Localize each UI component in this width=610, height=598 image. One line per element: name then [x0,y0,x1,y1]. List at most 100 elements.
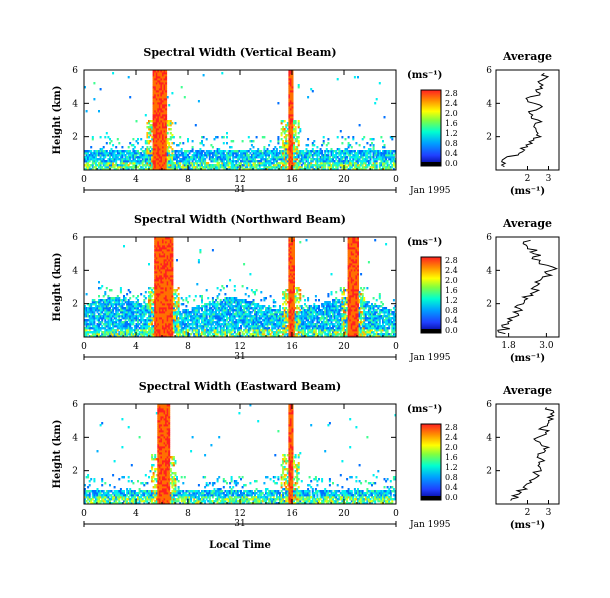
heatmap-cell [107,327,110,330]
heatmap-cell [171,301,174,304]
y-tick-label: 4 [72,99,78,109]
heatmap-cell [361,152,364,155]
heatmap-cell [163,311,166,314]
heatmap-cell [350,166,353,169]
heatmap-cell [109,164,111,167]
heatmap-cell [246,154,249,157]
heatmap-cell [386,162,389,165]
heatmap-cell [115,335,118,338]
heatmap-cell [247,321,250,324]
heatmap-cell [94,315,97,318]
heatmap-cell [174,331,177,334]
heatmap-cell [149,319,152,322]
heatmap-cell [157,315,160,318]
heatmap-cell [382,166,384,169]
heatmap-cell [350,162,353,165]
heatmap-cell [137,160,139,163]
heatmap-cell [226,158,228,161]
heatmap-cell [297,142,300,145]
heatmap-cell [222,152,225,155]
heatmap-cell [165,142,168,145]
heatmap-cell [272,162,275,165]
heatmap-cell [144,158,147,161]
heatmap-cell [158,96,161,99]
heatmap-cell [357,154,359,157]
heatmap-cell [355,158,358,161]
heatmap-cell [314,162,317,165]
heatmap-cell [211,299,214,302]
heatmap-cell [263,329,266,332]
heatmap-cell [158,257,161,260]
heatmap-cell [169,122,172,125]
heatmap-cell [180,329,183,332]
heatmap-cell [279,166,281,169]
heatmap-cell [165,146,168,149]
heatmap-cell [318,150,320,153]
heatmap-cell [255,160,258,163]
heatmap-cell [363,154,366,157]
heatmap-cell [230,140,233,143]
heatmap-cell [163,138,166,141]
heatmap-cell [113,325,116,328]
heatmap-cell [208,321,211,324]
heatmap-cell [204,311,207,314]
heatmap-cell [249,319,252,322]
heatmap-cell [104,150,107,153]
heatmap-cell [155,90,158,93]
heatmap-cell [115,162,118,165]
heatmap-cell [265,150,267,153]
heatmap-cell [94,305,97,308]
heatmap-cell [155,259,158,262]
heatmap-cell [160,257,163,260]
heatmap-cell [137,303,139,306]
heatmap-cell [151,138,154,141]
heatmap-cell [152,98,155,101]
heatmap-cell [349,154,352,157]
heatmap-cell [286,128,289,131]
heatmap-cell [250,150,253,153]
heatmap-cell [260,335,263,338]
heatmap-cell [116,325,119,328]
heatmap-cell [341,152,344,155]
heatmap-cell [155,283,158,286]
colorbar-tick-label: 2.8 [445,89,458,98]
heatmap-cell [123,162,125,165]
heatmap-cell [367,150,370,153]
heatmap-cell [129,297,132,300]
heatmap-cell [291,84,294,87]
heatmap-cell [236,321,239,324]
heatmap-cell [293,152,295,155]
heatmap-cell [211,156,214,159]
heatmap-cell [110,331,113,334]
heatmap-cell [112,323,115,326]
heatmap-cell [274,164,277,167]
heatmap-cell [166,160,169,163]
heatmap-cell [157,144,160,147]
heatmap-cell [160,293,163,296]
heatmap-cell [104,166,107,169]
heatmap-cell [162,78,164,81]
heatmap-cell [249,148,252,151]
heatmap-cell [389,156,392,159]
heatmap-cell [130,315,133,318]
heatmap-cell [85,293,88,296]
heatmap-cell [285,134,288,137]
heatmap-cell [238,299,241,302]
heatmap-cell [205,323,208,326]
heatmap-cell [235,309,238,312]
heatmap-cell [169,243,172,246]
heatmap-cell [360,160,363,163]
heatmap-cell [168,319,171,322]
heatmap-cell [174,166,177,169]
heatmap-cell [104,164,107,167]
heatmap-cell [222,315,225,318]
heatmap-cell [165,102,168,105]
heatmap-cell [127,166,130,169]
heatmap-cell [374,168,377,171]
heatmap-cell [98,329,100,332]
heatmap-cell [294,138,297,141]
heatmap-cell [118,152,121,155]
heatmap-cell [196,305,199,308]
heatmap-cell [113,156,116,159]
heatmap-cell [119,162,122,165]
